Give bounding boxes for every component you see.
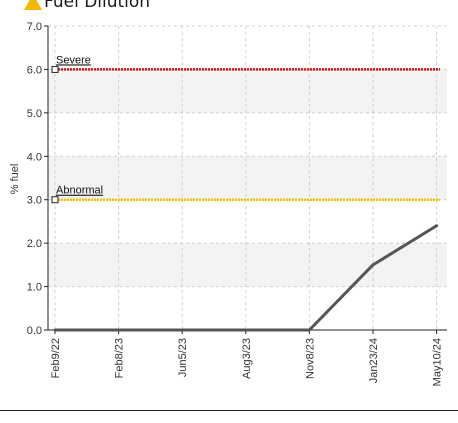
threshold-marker [51, 196, 59, 204]
bottom-divider [0, 410, 458, 411]
x-tick-label: Jan23/24 [368, 338, 380, 383]
y-tick-label: 5.0 [27, 108, 42, 120]
y-tick-label: 6.0 [27, 64, 42, 76]
data-point [371, 263, 375, 267]
y-axis-label: % fuel [9, 164, 21, 195]
data-series [53, 224, 439, 332]
x-tick-label: Aug3/23 [241, 338, 253, 379]
data-point [435, 224, 439, 228]
data-point [244, 328, 248, 332]
data-point [307, 328, 311, 332]
y-tick-label: 7.0 [27, 21, 42, 33]
y-tick-label: 2.0 [27, 238, 42, 250]
y-tick-label: 3.0 [27, 195, 42, 207]
x-tick-label: Jun5/23 [177, 338, 189, 377]
y-tick-label: 0.0 [27, 325, 42, 337]
threshold-label-abnormal: Abnormal [56, 185, 103, 197]
data-point [53, 328, 57, 332]
band-1 [48, 243, 447, 287]
y-tick-label: 1.0 [27, 282, 42, 294]
y-tick-label: 4.0 [27, 151, 42, 163]
x-tick-label: Nov8/23 [304, 338, 316, 379]
band-3 [48, 156, 447, 200]
x-tick-labels: Feb9/22 Feb8/23 Jun5/23 Aug3/23 Nov8/23 Jan23… [50, 330, 444, 386]
threshold-lines: Severe Abnormal [51, 54, 440, 204]
data-point [180, 328, 184, 332]
x-tick-label: May10/24 [432, 338, 444, 386]
y-tick-labels: 0.0 1.0 2.0 3.0 4.0 5.0 6.0 7.0 [27, 21, 48, 337]
background-bands [48, 69, 447, 287]
x-tick-label: Feb9/22 [50, 338, 62, 378]
chart-title: Fuel Dilution [44, 0, 151, 12]
data-point [117, 328, 121, 332]
warning-triangle-icon [24, 0, 42, 10]
threshold-marker [51, 65, 59, 73]
x-tick-label: Feb8/23 [114, 338, 126, 378]
threshold-label-severe: Severe [56, 54, 91, 66]
chart-header: Fuel Dilution [0, 0, 458, 14]
band-5 [48, 69, 447, 113]
